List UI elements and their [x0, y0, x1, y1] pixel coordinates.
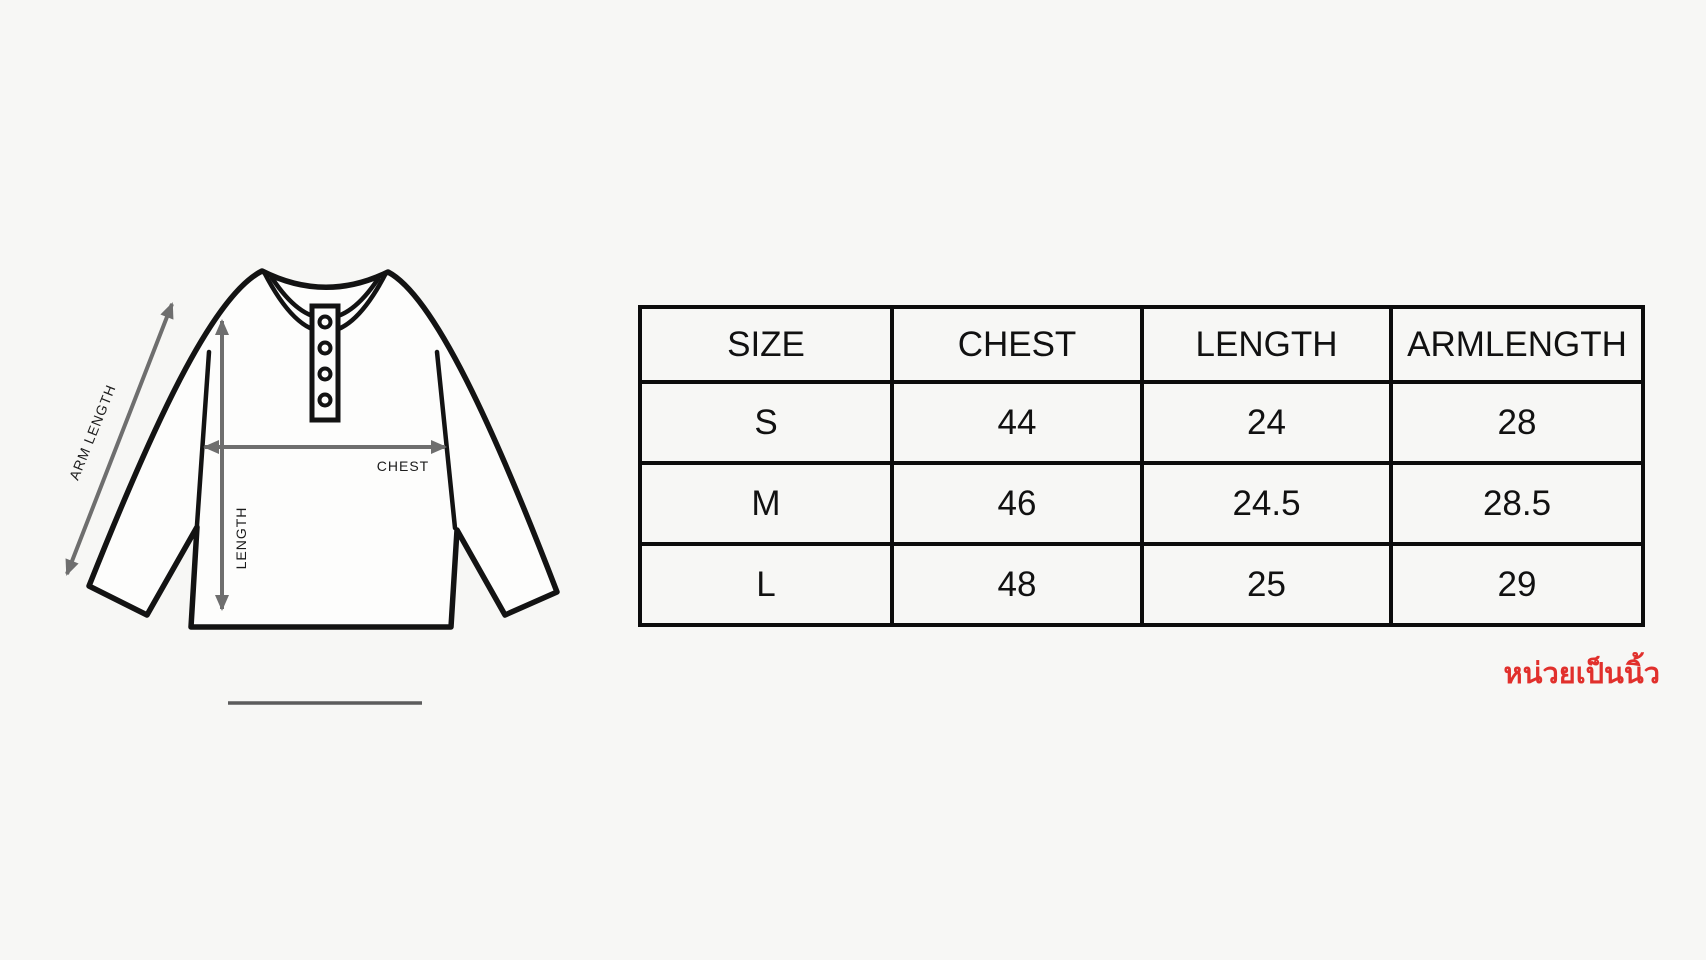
table-row: S 44 24 28 — [638, 380, 1645, 465]
size-table: SIZE CHEST LENGTH ARMLENGTH S 44 24 28 M… — [638, 305, 1645, 627]
cell-size: L — [638, 542, 894, 627]
shirt-measurement-diagram: ARM LENGTH LENGTH CHEST — [40, 180, 580, 720]
cell-chest: 44 — [890, 380, 1144, 465]
left-armhole-seam — [194, 349, 212, 528]
cell-length: 24 — [1140, 380, 1393, 465]
arm-length-label: ARM LENGTH — [66, 382, 119, 482]
button-icon — [317, 366, 333, 382]
column-header-size: SIZE — [638, 305, 894, 384]
chest-label: CHEST — [377, 458, 429, 474]
cell-armlength: 29 — [1389, 542, 1645, 627]
cell-size: M — [638, 461, 894, 546]
table-row: L 48 25 29 — [638, 542, 1645, 627]
arm-length-arrow-icon — [65, 302, 174, 576]
shirt-diagram-svg: ARM LENGTH LENGTH CHEST — [65, 268, 560, 705]
unit-note: หน่วยเป็นนิ้ว — [1503, 658, 1660, 690]
column-header-length: LENGTH — [1140, 305, 1393, 384]
button-icon — [317, 392, 333, 408]
column-header-armlength: ARMLENGTH — [1389, 305, 1645, 384]
button-icon — [317, 314, 333, 330]
cell-chest: 48 — [890, 542, 1144, 627]
table-header-row: SIZE CHEST LENGTH ARMLENGTH — [638, 305, 1645, 384]
cell-armlength: 28 — [1389, 380, 1645, 465]
cell-length: 25 — [1140, 542, 1393, 627]
column-header-chest: CHEST — [890, 305, 1144, 384]
button-icon — [317, 340, 333, 356]
cell-chest: 46 — [890, 461, 1144, 546]
table-row: M 46 24.5 28.5 — [638, 461, 1645, 546]
cell-armlength: 28.5 — [1389, 461, 1645, 546]
length-label: LENGTH — [233, 507, 249, 570]
cell-size: S — [638, 380, 894, 465]
cell-length: 24.5 — [1140, 461, 1393, 546]
